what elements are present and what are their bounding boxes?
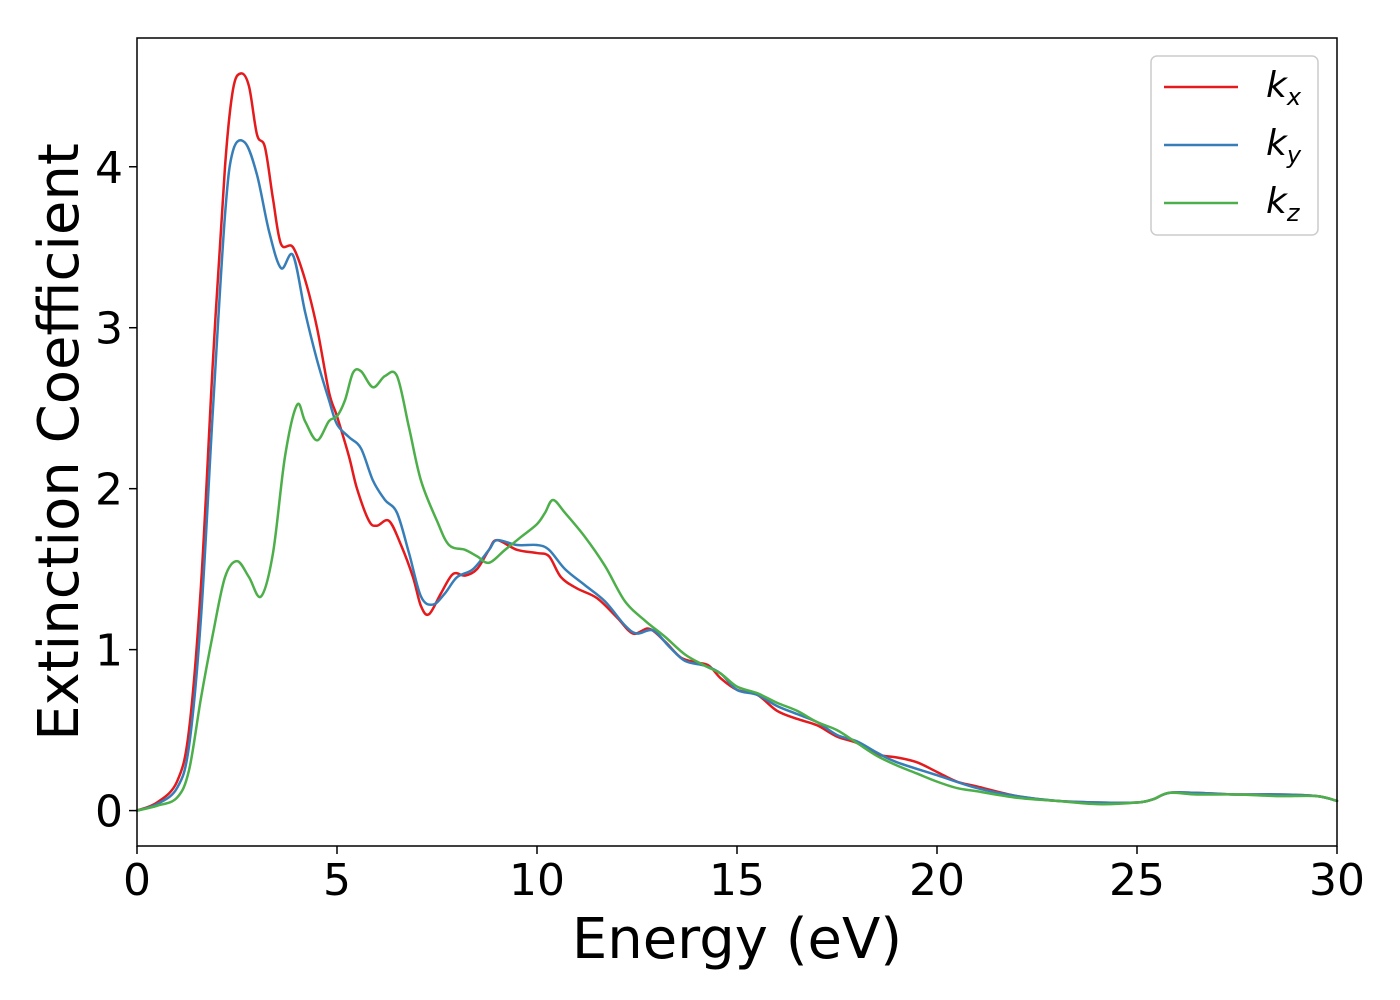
x-axis-ticks: 0 5 10 15 20 25 30 bbox=[123, 846, 1365, 906]
legend-label-kz: kz bbox=[1266, 181, 1301, 227]
y-tick-label: 0 bbox=[95, 787, 123, 838]
series-line-kz bbox=[135, 368, 1339, 812]
x-tick-label: 30 bbox=[1309, 855, 1365, 906]
x-tick-label: 10 bbox=[509, 855, 565, 906]
x-tick-label: 0 bbox=[123, 855, 151, 906]
legend-label-kx: kx bbox=[1266, 65, 1302, 111]
y-axis-label: Extinction Coefficient bbox=[27, 143, 92, 741]
x-axis-label: Energy (eV) bbox=[572, 907, 902, 972]
x-tick-label: 20 bbox=[909, 855, 965, 906]
y-axis-ticks: 0 1 2 3 4 bbox=[95, 143, 137, 838]
y-tick-label: 2 bbox=[95, 465, 123, 516]
series-line-ky bbox=[135, 138, 1339, 812]
x-tick-label: 25 bbox=[1109, 855, 1165, 906]
x-tick-label: 5 bbox=[323, 855, 351, 906]
series-layer bbox=[135, 72, 1339, 812]
plot-area bbox=[137, 38, 1337, 846]
y-tick-label: 3 bbox=[95, 304, 123, 355]
y-tick-label: 1 bbox=[95, 626, 123, 677]
legend-label-ky: ky bbox=[1266, 123, 1302, 169]
legend: kx ky kz bbox=[1150, 55, 1319, 236]
y-tick-label: 4 bbox=[95, 143, 123, 194]
legend-items: kx ky kz bbox=[1164, 65, 1302, 227]
x-tick-label: 15 bbox=[709, 855, 765, 906]
